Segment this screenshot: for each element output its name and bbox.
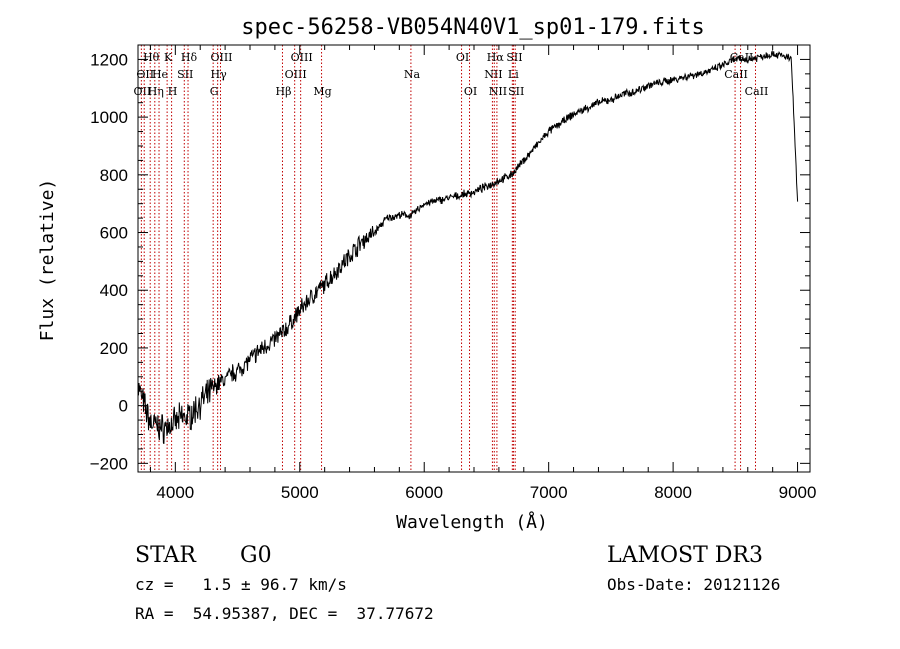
x-tick-label-4: 8000 — [654, 483, 692, 502]
marker-label-18: OI — [464, 85, 477, 98]
y-tick-label-3: 400 — [100, 281, 128, 300]
y-axis-label: Flux (relative) — [37, 179, 58, 342]
plot-frame — [137, 44, 811, 473]
marker-label-14: OIII — [291, 51, 313, 64]
survey-name: LAMOST DR3 — [607, 543, 763, 568]
y-tick-label-7: 1200 — [90, 50, 128, 69]
marker-label-24: SII — [508, 85, 524, 98]
marker-label-19: NII — [484, 68, 502, 81]
marker-label-9: G — [210, 85, 219, 98]
axis-ticks: 4000 5000 6000 7000 8000 9000 −200 0 200 400 600 80… — [90, 45, 817, 502]
y-tick-label-2: 200 — [100, 339, 128, 358]
marker-label-20: Hα — [487, 51, 505, 64]
marker-label-6: H — [168, 85, 178, 98]
marker-label-11: OIII — [210, 51, 232, 64]
marker-label-3: Hη — [148, 85, 164, 98]
coordinates: RA = 54.95387, DEC = 37.77672 — [135, 604, 434, 623]
marker-label-16: Na — [404, 68, 421, 81]
marker-label-8: Hδ — [181, 51, 198, 64]
marker-label-10: Hγ — [211, 68, 228, 81]
chart-title: spec-56258-VB054N40V1_sp01-179.fits — [241, 15, 705, 40]
marker-label-12: Hβ — [276, 85, 292, 98]
x-tick-label-1: 5000 — [281, 483, 319, 502]
x-tick-label-2: 6000 — [405, 483, 443, 502]
marker-label-27: CaII — [745, 85, 769, 98]
marker-label-17: OI — [456, 51, 469, 64]
x-axis-label: Wavelength (Å) — [396, 511, 548, 533]
marker-label-5: K — [164, 51, 173, 64]
marker-label-21: NII — [489, 85, 507, 98]
spectrum-line — [137, 49, 799, 445]
x-tick-label-5: 9000 — [779, 483, 817, 502]
marker-label-25: CaII — [724, 68, 748, 81]
marker-label-15: Mg — [313, 85, 331, 98]
y-tick-label-0: −200 — [90, 454, 128, 473]
line-markers: OIIOIIHθHηHeKHSIIHδGHγOIIIHβOIIIOIIIMgNa… — [134, 45, 769, 472]
marker-label-13: OIII — [285, 68, 307, 81]
y-tick-label-6: 1000 — [90, 108, 128, 127]
marker-label-7: SII — [177, 68, 193, 81]
y-tick-label-1: 0 — [119, 397, 128, 416]
object-subclass: G0 — [240, 543, 272, 568]
obs-date: Obs-Date: 20121126 — [607, 575, 780, 594]
marker-label-1: OII — [136, 68, 154, 81]
x-tick-label-3: 7000 — [530, 483, 568, 502]
marker-label-2: Hθ — [143, 51, 160, 64]
marker-label-4: He — [152, 68, 168, 81]
object-class: STAR — [135, 543, 197, 568]
marker-label-23: SII — [506, 51, 522, 64]
y-tick-label-4: 600 — [100, 224, 128, 243]
x-tick-label-0: 4000 — [156, 483, 194, 502]
y-tick-label-5: 800 — [100, 166, 128, 185]
velocity-readout: cz = 1.5 ± 96.7 km/s — [135, 575, 347, 594]
